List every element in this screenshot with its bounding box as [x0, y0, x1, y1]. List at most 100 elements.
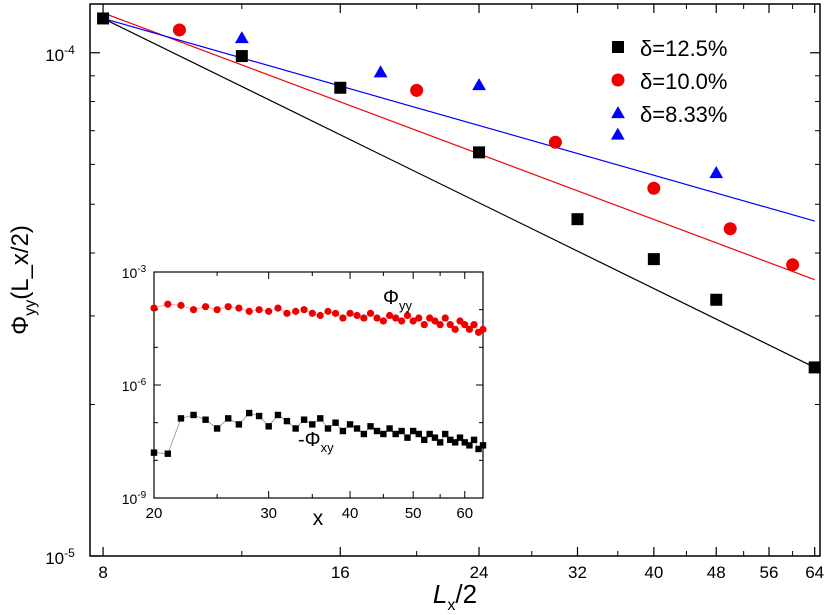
inset-data-point-series-2	[177, 415, 185, 422]
inset-annotation-phi-yy: Φyy	[383, 287, 412, 313]
inset-data-point-series-1	[465, 325, 474, 333]
inset-data-point-series-2	[235, 421, 243, 428]
inset-data-point-series-1	[316, 311, 324, 320]
main-y-axis-label: Φyy(L_x/2)	[7, 225, 39, 335]
inset-data-point-series-1	[366, 309, 375, 317]
inset-data-point-series-2	[367, 423, 374, 430]
inset-data-point-series-2	[404, 434, 411, 441]
inset-data-point-series-1	[373, 314, 381, 322]
inset-y-tick-label: 10-6	[122, 377, 147, 394]
main-x-axis-label: Lx/2	[433, 579, 477, 614]
main-x-tick-label: 24	[470, 563, 489, 582]
inset-data-point-series-2	[386, 425, 393, 432]
inset-data-point-series-2	[470, 436, 478, 444]
inset-data-point-series-1	[274, 304, 282, 312]
inset-data-point-series-1	[164, 300, 172, 308]
data-point-series-1	[710, 293, 723, 306]
inset-data-point-series-1	[150, 304, 158, 312]
inset-data-point-series-1	[189, 306, 198, 314]
fit-line	[102, 17, 815, 222]
inset-data-point-series-1	[385, 311, 394, 320]
main-x-tick-label: 32	[568, 563, 587, 582]
data-point-series-3	[610, 127, 625, 140]
inset-data-point-series-2	[373, 427, 381, 435]
legend-marker	[612, 41, 624, 53]
fit-line	[102, 12, 815, 281]
inset-data-point-series-1	[431, 317, 439, 325]
inset-data-point-series-1	[392, 314, 400, 322]
inset-data-point-series-1	[470, 321, 478, 329]
legend-label: δ=10.0%	[640, 69, 727, 94]
main-plot-frame	[89, 3, 821, 557]
data-point-series-2	[786, 258, 800, 272]
inset-data-point-series-2	[436, 439, 444, 446]
inset-data-point-series-1	[420, 321, 428, 329]
inset-x-tick-label: 40	[342, 505, 359, 522]
main-x-tick-label: 56	[760, 563, 779, 582]
inset-data-point-series-2	[225, 415, 232, 422]
inset-x-tick-label: 50	[405, 505, 422, 522]
legend-item-1: δ=12.5%	[612, 36, 727, 61]
inset-data-point-series-2	[309, 421, 316, 428]
main-x-tick-label: 40	[644, 563, 663, 582]
legend-item-3: δ=8.33%	[611, 102, 727, 127]
data-point-series-3	[472, 78, 486, 91]
data-point-series-2	[172, 23, 186, 37]
data-point-series-1	[647, 253, 660, 266]
inset-data-point-series-2	[346, 421, 354, 428]
inset-data-point-series-2	[360, 430, 368, 438]
inset-data-point-series-1	[283, 309, 291, 317]
inset-data-point-series-1	[300, 306, 308, 314]
inset-data-point-series-1	[339, 314, 347, 322]
inset-data-point-series-2	[292, 425, 299, 432]
main-x-tick-label: 48	[707, 563, 726, 582]
data-point-series-3	[709, 166, 724, 179]
main-data-points	[97, 12, 821, 374]
inset-data-point-series-1	[415, 314, 423, 322]
main-chart: 8 16 24 32 40 48 56 64 10-5 10-4 Φyy(L_x/2) Lx/2…	[7, 3, 824, 614]
inset-data-point-series-1	[255, 306, 263, 314]
inset-data-point-series-2	[392, 430, 399, 438]
data-point-series-1	[808, 361, 821, 374]
inset-x-tick-label: 20	[146, 505, 163, 522]
data-point-series-3	[234, 31, 249, 44]
main-y-tick-label: 10-4	[45, 43, 75, 65]
inset-data-point-series-2	[324, 425, 332, 432]
inset-data-point-series-1	[235, 304, 243, 312]
inset-data-point-series-1	[360, 314, 368, 322]
inset-data-point-series-1	[201, 303, 210, 311]
data-point-series-1	[334, 81, 347, 94]
inset-data-point-series-2	[442, 430, 449, 438]
inset-data-point-series-1	[441, 314, 449, 322]
inset-data-point-series-1	[331, 309, 340, 317]
inset-data-point-series-2	[245, 409, 253, 417]
legend: δ=12.5% δ=10.0% δ=8.33%	[611, 36, 727, 127]
inset-data-points	[150, 300, 487, 457]
inset-x-axis-ticks: 20 30 40 50 60	[146, 272, 473, 522]
inset-data-point-series-2	[339, 427, 347, 435]
data-point-series-1	[97, 12, 110, 25]
inset-data-point-series-2	[426, 430, 433, 438]
inset-data-point-series-1	[403, 311, 412, 320]
fit-line	[102, 17, 815, 368]
inset-data-point-series-1	[426, 314, 434, 322]
inset-data-point-series-1	[479, 325, 487, 333]
data-point-series-2	[647, 181, 661, 195]
inset-data-point-series-1	[224, 303, 232, 311]
inset-y-axis-ticks: 10-9 10-6 10-3	[122, 264, 483, 507]
inset-data-point-series-1	[451, 325, 459, 333]
inset-data-point-series-2	[150, 449, 158, 456]
inset-data-point-series-1	[245, 307, 253, 315]
inset-data-point-series-1	[213, 306, 221, 314]
inset-x-tick-label: 30	[260, 505, 277, 522]
data-point-series-1	[473, 146, 486, 159]
inset-data-point-series-2	[461, 439, 468, 446]
inset-data-point-series-1	[379, 317, 387, 325]
inset-annotation-phi-xy: -Φxy	[298, 429, 334, 455]
inset-data-point-series-2	[300, 416, 308, 423]
inset-y-tick-label: 10-9	[122, 490, 147, 507]
inset-data-point-series-2	[202, 416, 209, 423]
inset-data-point-series-2	[431, 434, 439, 441]
inset-data-point-series-2	[353, 425, 361, 432]
inset-data-point-series-1	[353, 311, 361, 320]
